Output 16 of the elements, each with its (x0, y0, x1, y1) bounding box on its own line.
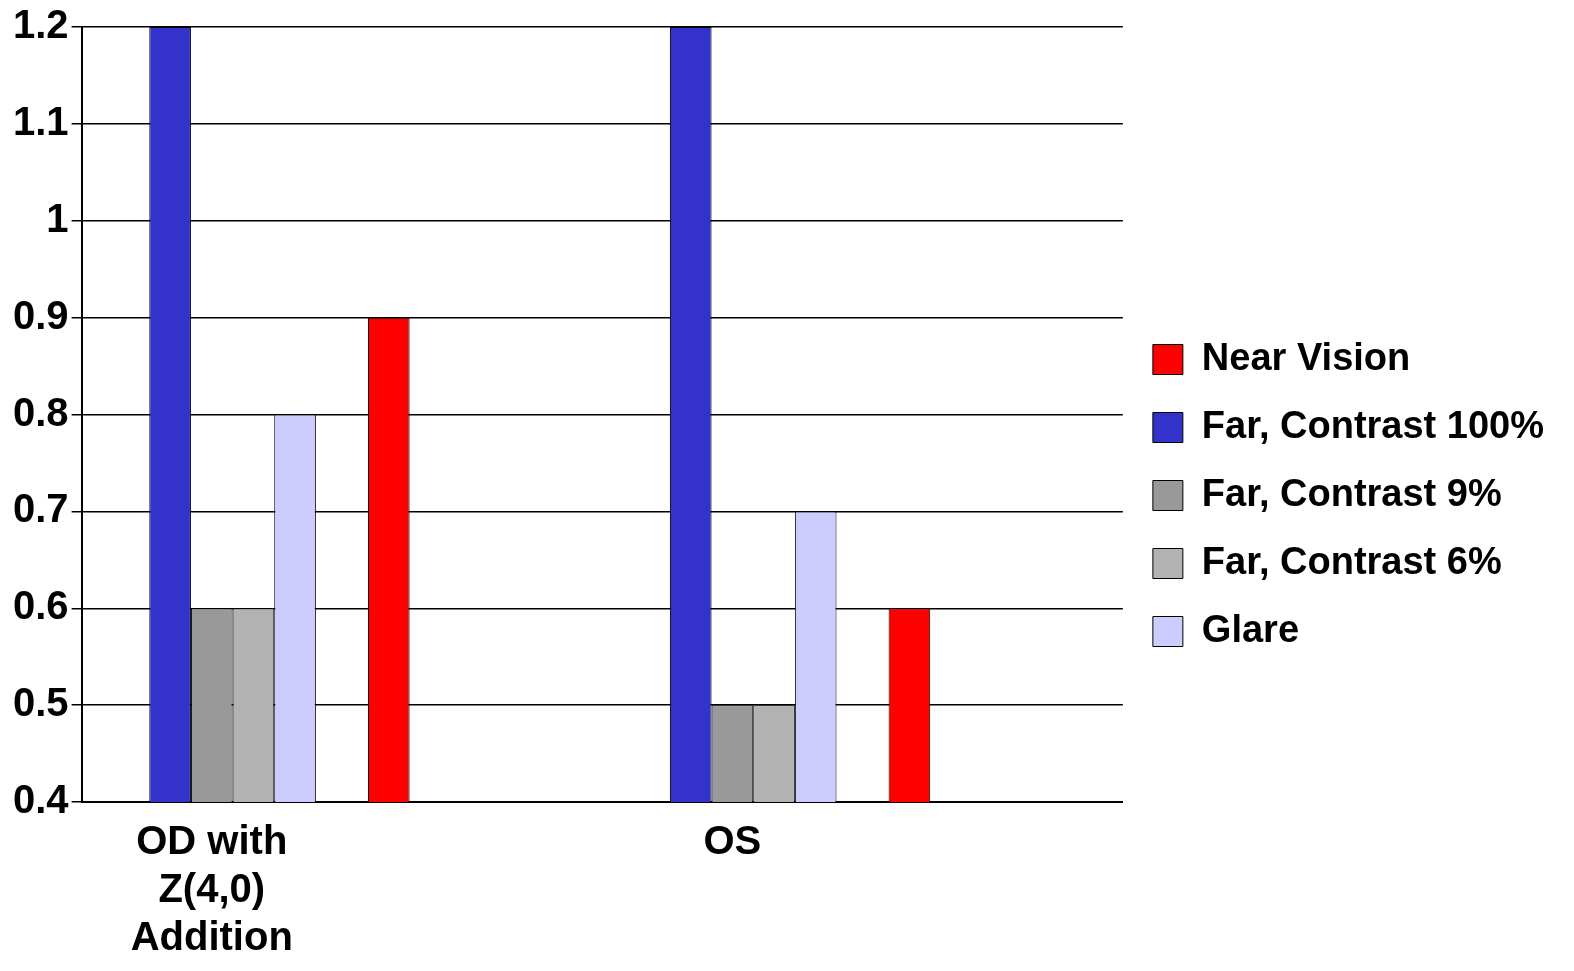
y-tick-label: 0.6 (13, 583, 69, 628)
y-tick-label: 1.2 (13, 2, 69, 47)
y-tick-label: 0.8 (13, 389, 69, 434)
y-tick-label: 0.7 (13, 486, 69, 531)
y-tick-label: 0.9 (13, 292, 69, 337)
legend-label: Glare (1201, 607, 1300, 650)
y-tick-label: 0.4 (13, 777, 70, 822)
legend-label: Far, Contrast 6% (1201, 539, 1502, 582)
x-tick-label: OD with Z(4,0) Addition (130, 818, 293, 959)
legend-label: Far, Contrast 9% (1201, 471, 1502, 514)
legend-label: Near Vision (1201, 335, 1411, 378)
y-tick-label: 1.1 (13, 98, 69, 143)
y-tick-label: 0.5 (13, 680, 69, 725)
legend-label: Far, Contrast 100% (1201, 403, 1545, 446)
x-tick-label: OS (703, 818, 762, 863)
y-tick-label: 1 (46, 195, 69, 240)
